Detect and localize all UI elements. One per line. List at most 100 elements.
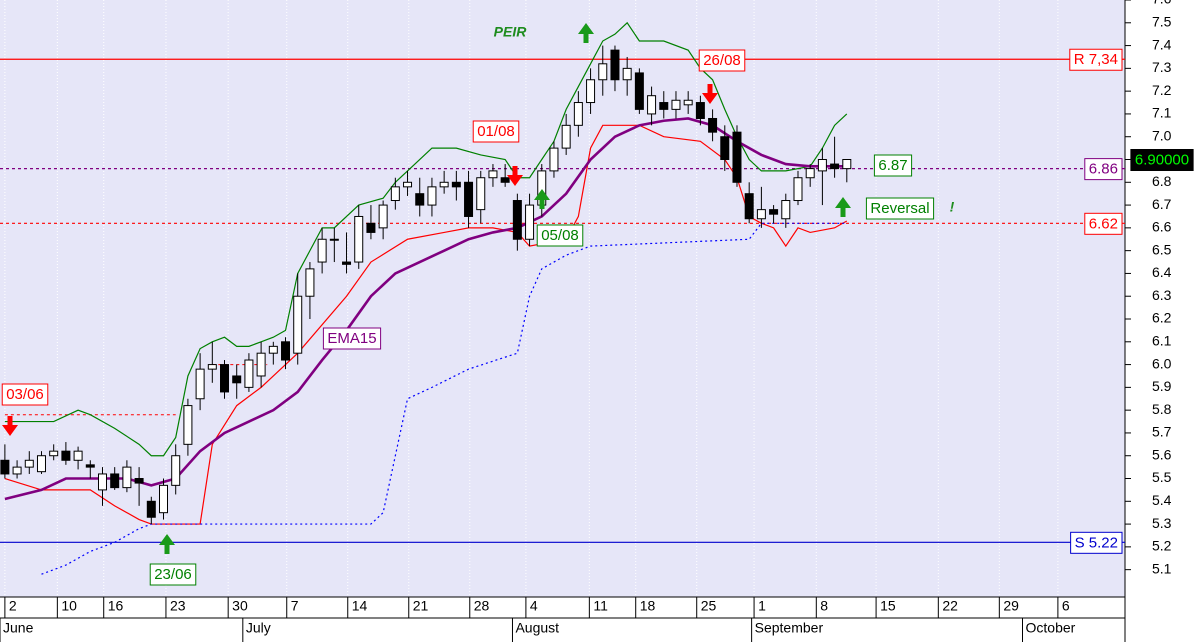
x-tick-label: 22 — [942, 598, 958, 614]
candle — [500, 164, 510, 187]
candle — [561, 113, 571, 155]
candle — [73, 446, 83, 470]
y-tick-label: 7.3 — [1152, 59, 1172, 75]
annotation: EMA15 — [327, 330, 376, 347]
y-tick-label: 7.6 — [1152, 0, 1172, 7]
y-tick-label: 7.5 — [1152, 13, 1172, 29]
candle — [573, 91, 583, 137]
label-box — [865, 197, 935, 220]
candle — [220, 360, 230, 399]
y-tick-label: 6.4 — [1152, 264, 1172, 280]
candle — [244, 353, 254, 392]
candle — [61, 442, 71, 465]
candle — [525, 193, 535, 247]
annotation: Reversal — [870, 200, 929, 217]
signal-arrow — [702, 84, 718, 104]
candle — [305, 262, 315, 320]
candle — [268, 341, 278, 365]
y-tick-label: 5.1 — [1152, 560, 1172, 576]
x-tick-label: 4 — [530, 598, 538, 614]
y-tick-label: 7.0 — [1152, 127, 1172, 143]
candle — [622, 56, 632, 96]
candle-body — [415, 193, 425, 206]
candle-body — [451, 181, 461, 188]
candle-body — [573, 102, 583, 126]
candle-body — [220, 364, 230, 393]
x-tick-label: 21 — [413, 598, 429, 614]
level-label: 6.62 — [1089, 215, 1118, 232]
candle-body — [0, 459, 10, 475]
candle-body — [378, 204, 388, 229]
candle — [329, 227, 339, 263]
annotation: 23/06 — [154, 566, 192, 583]
candle-body — [195, 368, 205, 400]
candle-body — [659, 102, 669, 110]
candle — [146, 496, 156, 525]
signal-arrow — [534, 189, 550, 209]
candle — [586, 68, 596, 114]
candle-body — [817, 159, 827, 172]
candle-body — [281, 341, 291, 361]
candle-body — [647, 95, 657, 115]
candle — [378, 200, 388, 240]
candle-body — [720, 136, 730, 161]
candle — [793, 170, 803, 206]
y-tick-label: 6.0 — [1152, 355, 1172, 371]
candle-body — [439, 181, 449, 188]
label-box — [1084, 212, 1123, 235]
candle-body — [561, 124, 571, 149]
candle-body — [293, 295, 303, 354]
month-label: September — [755, 620, 824, 636]
label-box — [1069, 48, 1123, 71]
label-box — [536, 224, 584, 247]
plot-background — [0, 0, 1125, 597]
candle-body — [134, 478, 144, 484]
y-tick-label: 5.8 — [1152, 401, 1172, 417]
x-tick-label: 6 — [1062, 598, 1070, 614]
candle-body — [695, 102, 705, 119]
candle-body — [329, 238, 339, 241]
candle-body — [842, 159, 852, 170]
candle-body — [24, 459, 34, 468]
y-tick-label: 6.7 — [1152, 196, 1172, 212]
label-box — [472, 120, 520, 143]
candle-body — [317, 238, 327, 263]
y-tick-label: 7.2 — [1152, 82, 1172, 98]
candle — [110, 467, 120, 490]
month-label: June — [3, 620, 34, 636]
label-box — [1, 383, 49, 406]
signal-arrow — [507, 166, 523, 186]
candle-body — [488, 170, 498, 179]
candle — [464, 170, 474, 228]
candle — [683, 91, 693, 114]
candle — [403, 170, 413, 196]
x-tick-label: 23 — [170, 598, 186, 614]
candle-body — [342, 261, 352, 265]
y-tick-label: 7.1 — [1152, 105, 1172, 121]
candle-body — [97, 473, 107, 491]
candle — [293, 273, 303, 365]
candle-body — [207, 364, 217, 370]
candle-body — [756, 209, 766, 220]
candle — [134, 467, 144, 506]
label-box — [322, 327, 382, 350]
candle-body — [305, 268, 315, 297]
x-tick-label: 2 — [9, 598, 17, 614]
candle — [671, 91, 681, 119]
candle — [512, 193, 522, 251]
candle — [549, 141, 559, 178]
candle — [744, 182, 754, 224]
annotation: 01/08 — [477, 123, 515, 140]
signal-arrow — [835, 197, 851, 217]
candle — [159, 478, 169, 520]
candle-body — [586, 79, 596, 104]
label-box — [1130, 149, 1194, 172]
candle-body — [708, 117, 718, 133]
candle-body — [268, 345, 278, 354]
candle — [0, 444, 10, 479]
candle-body — [830, 163, 840, 170]
x-tick-label: 15 — [880, 598, 896, 614]
candle — [488, 164, 498, 187]
y-tick-label: 5.9 — [1152, 378, 1172, 394]
candle — [695, 95, 705, 126]
